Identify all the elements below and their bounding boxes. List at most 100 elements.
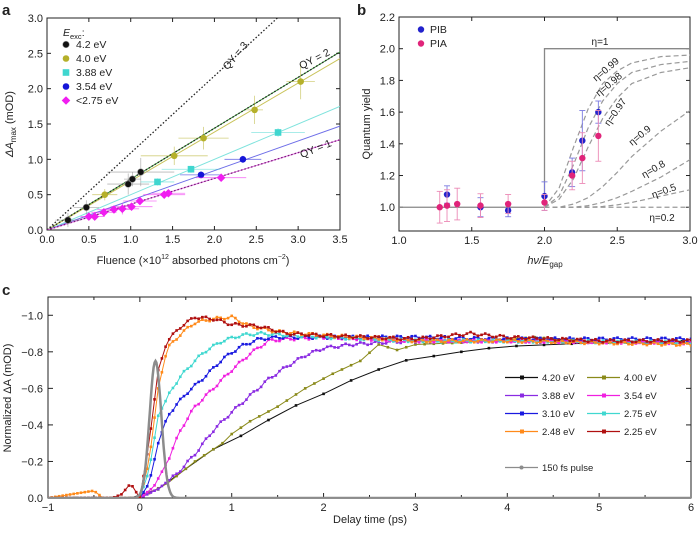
data-point [689,344,691,347]
data-point [252,390,256,393]
legend-marker [520,429,524,434]
data-point [160,370,164,374]
data-point [550,341,553,345]
data-point [197,449,200,452]
data-point [248,352,252,356]
data-point [186,392,189,395]
data-point [476,335,480,339]
panel-label-a: a [2,2,11,19]
data-point [351,336,355,340]
data-point [256,332,259,335]
data-point [237,335,241,339]
data-point [686,342,689,345]
data-point [178,375,182,379]
data-point [355,338,358,342]
data-point [245,324,248,328]
data-point [392,340,395,343]
data-point [579,341,583,344]
data-point [494,335,498,339]
data-point [223,317,226,321]
data-point [318,334,322,338]
data-point [498,333,502,337]
data-point [118,204,127,214]
data-point [439,336,443,340]
data-point [561,339,564,343]
data-point [662,341,665,344]
data-point [159,190,169,199]
model-curve-label: η=0.2 [649,213,675,224]
data-point [215,315,219,319]
data-point [212,366,215,369]
data-point [502,337,505,341]
data-point [142,490,145,494]
data-point [520,341,524,344]
data-point [234,321,237,325]
reference-line-label: QY = 3 [221,40,251,73]
data-point [241,358,245,362]
data-point [160,470,164,473]
data-point [480,340,483,344]
model-curve-label: η=0.5 [650,182,678,201]
legend-label: 3.88 eV [542,391,575,402]
data-point [461,334,465,337]
data-point [215,342,219,345]
series-2 [140,128,305,186]
data-point [601,339,605,342]
a-legend-title: Eexc: [63,27,85,41]
data-point [550,337,553,340]
data-point [252,348,256,352]
data-point [186,325,189,329]
data-point [170,152,178,160]
data-point [399,341,403,345]
data-point [656,342,660,346]
x-tick-label: 3.5 [332,234,347,246]
legend-marker [520,393,524,398]
x-tick-label: 3.0 [290,234,305,246]
data-point [149,458,153,461]
data-point [630,343,634,346]
legend-marker [520,411,524,416]
data-point [237,403,241,407]
data-point [362,341,366,345]
data-point [171,474,175,478]
series-pib [443,100,602,218]
data-point [226,372,230,376]
data-point [443,340,447,344]
data-point [68,493,72,496]
data-point [347,335,351,338]
series-4 [80,173,247,221]
data-point [649,340,652,344]
data-point [267,334,270,337]
data-point [307,331,311,335]
data-point [278,369,281,373]
data-point [215,384,219,388]
data-point [267,418,270,422]
model-curve [544,67,690,208]
x-tick-label: 2 [321,502,327,514]
data-point [417,337,421,341]
data-point [201,352,204,355]
data-point [414,343,417,346]
data-point [542,341,546,344]
data-point [680,339,684,343]
data-point [483,340,487,344]
legend-label: 4.0 eV [76,53,106,65]
data-point [245,357,248,360]
data-point [597,342,601,346]
data-point [406,338,410,342]
data-point [274,330,278,334]
data-point [226,336,230,340]
data-point [171,332,175,335]
data-point [605,339,608,343]
step-curve [399,48,690,208]
data-point [689,338,691,342]
model-curve-label: η=0.9 [627,123,654,148]
data-point [322,377,325,380]
data-point [223,339,226,343]
data-point [278,330,281,333]
data-point [171,386,175,390]
data-point [281,329,285,333]
data-point [436,338,439,341]
b-x-axis-title: hν/Egap [527,255,563,269]
data-point [212,387,215,391]
